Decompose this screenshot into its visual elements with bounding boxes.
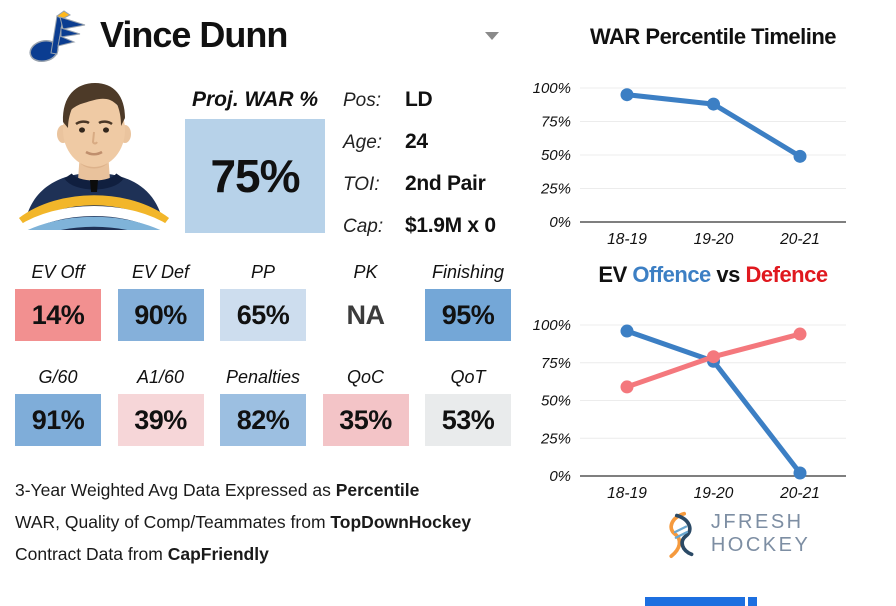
bio-value: 2nd Pair [405,172,486,195]
bio-label: Pos: [343,90,382,111]
svg-text:20-21: 20-21 [779,231,820,248]
charts-panel: WAR Percentile Timeline 0% 25% 50% 75% 100% 1… [530,0,896,606]
svg-text:0%: 0% [549,468,571,485]
stat-g60: G/60 91% [15,367,101,446]
stat-label: QoC [346,367,384,387]
stat-qoc: QoC 35% [322,367,409,446]
war-timeline-chart: 0% 25% 50% 75% 100% 18-19 19-20 20-21 [533,80,846,248]
stat-a160: A1/60 39% [117,367,204,446]
branding: JFRESH HOCKEY [662,508,896,560]
brand-text: JFRESH HOCKEY [710,511,811,556]
player-photo [18,72,170,230]
stat-value: 39% [117,394,204,446]
jfresh-logo-icon [669,511,694,559]
stat-label: A1/60 [136,367,185,387]
bio-value: $1.9M x 0 [405,214,496,237]
stat-label: Penalties [225,367,301,387]
svg-text:25%: 25% [540,181,571,198]
stat-value: 35% [322,394,409,446]
chart2-title-ev: EV [598,262,633,287]
stat-label: G/60 [38,367,78,387]
player-name: Vince Dunn [100,14,288,55]
stat-value: 82% [220,394,306,446]
stat-label: EV Off [31,262,85,282]
svg-text:50%: 50% [541,147,571,164]
bio-value: LD [405,88,433,111]
bottom-blue-bar-stub [748,597,757,606]
stat-value: 90% [117,289,204,341]
svg-text:100%: 100% [533,317,571,334]
svg-text:18-19: 18-19 [607,231,647,248]
chart2-title-offence: Offence [632,262,711,287]
stat-value: 91% [15,394,101,446]
stat-qot: QoT 53% [425,367,511,446]
stat-ev-def: EV Def 90% [117,262,204,341]
stat-label: QoT [450,367,486,387]
bio-label: Age: [343,132,383,153]
stat-label: EV Def [131,262,190,282]
chart2-title-vs: vs [710,262,746,287]
svg-text:25%: 25% [540,430,571,447]
bio-label: TOI: [343,174,380,195]
proj-war-value: 75% [185,119,325,233]
svg-text:18-19: 18-19 [607,485,647,502]
footnotes: 3-Year Weighted Avg Data Expressed as Pe… [15,474,471,570]
footnote-line: 3-Year Weighted Avg Data Expressed as Pe… [15,480,420,500]
bottom-blue-bar [645,597,745,606]
chart2-title-defence: Defence [745,262,829,287]
stat-label: PK [353,262,378,282]
stat-value: 14% [15,289,101,341]
svg-text:19-20: 19-20 [694,231,734,248]
footnote-line: WAR, Quality of Comp/Teammates from TopD… [15,512,472,532]
stat-pk: PK NA [323,262,409,341]
chevron-down-icon[interactable] [485,32,499,40]
ev-offence-defence-chart: 0% 25% 50% 75% 100% 18-19 19-20 20-21 [533,317,846,502]
stat-label: Finishing [431,262,505,282]
stat-ev-off: EV Off 14% [15,262,101,341]
svg-text:0%: 0% [549,214,571,231]
svg-text:75%: 75% [541,355,571,372]
bio-row-age: Age: 24 [343,130,523,172]
svg-text:19-20: 19-20 [694,485,734,502]
bio-row-toi: TOI: 2nd Pair [343,172,523,214]
stat-pp: PP 65% [220,262,306,341]
svg-text:20-21: 20-21 [779,485,820,502]
stat-value: 65% [220,289,306,341]
bio-row-cap: Cap: $1.9M x 0 [343,214,523,256]
stat-penalties: Penalties 82% [220,367,306,446]
svg-text:50%: 50% [541,393,571,410]
svg-text:75%: 75% [541,114,571,131]
chart2-title: EV Offence vs Defence [530,262,896,288]
stat-label: PP [250,262,275,282]
footnote-line: Contract Data from CapFriendly [15,544,269,564]
stat-value: NA [346,299,386,330]
svg-text:100%: 100% [533,80,571,97]
stats-row-1: EV Off 14% EV Def 90% PP 65% PK NA Finis… [15,262,511,341]
stat-value: 53% [425,394,511,446]
stats-row-2: G/60 91% A1/60 39% Penalties 82% QoC 35%… [15,367,511,446]
proj-war-label: Proj. WAR % [191,88,318,111]
bio-label: Cap: [343,216,384,237]
proj-war-block: Proj. WAR % 75% [185,88,325,233]
bio-value: 24 [405,130,428,153]
team-logo-blues-icon [29,10,86,63]
stat-value: 95% [425,289,511,341]
stat-finishing: Finishing 95% [425,262,511,341]
bio-row-pos: Pos: LD [343,88,523,130]
chart1-title: WAR Percentile Timeline [589,24,837,49]
player-bio: Pos: LD Age: 24 TOI: 2nd Pair Cap: $1.9M… [343,88,523,256]
